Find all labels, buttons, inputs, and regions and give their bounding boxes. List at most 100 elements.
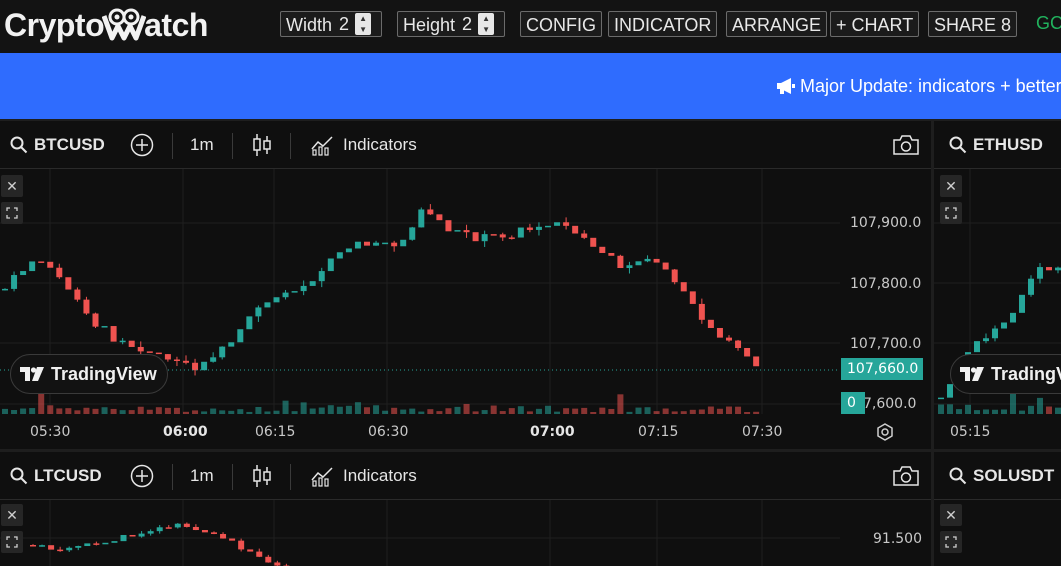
- volume-bar: [228, 410, 235, 414]
- indicators-button[interactable]: Indicators: [310, 452, 417, 500]
- fullscreen-button[interactable]: [1, 531, 23, 553]
- chart-area[interactable]: ✕: [934, 500, 1061, 566]
- search-icon: [10, 136, 28, 154]
- candle-body: [698, 303, 705, 320]
- volume-bar: [1046, 406, 1052, 414]
- logo: Crypto atch: [4, 4, 208, 46]
- close-panel-button[interactable]: ✕: [940, 504, 962, 526]
- volume-bar: [345, 405, 352, 414]
- candle-body: [345, 248, 352, 253]
- tradingview-watermark[interactable]: TradingView: [10, 354, 168, 394]
- volume-bar: [146, 409, 153, 414]
- share-button[interactable]: SHARE 8: [928, 11, 1018, 37]
- settings-hexagon-icon: [877, 423, 893, 441]
- tradingview-watermark[interactable]: TradingV: [950, 354, 1061, 394]
- candlestick-chart[interactable]: [0, 500, 931, 566]
- candle-body: [156, 527, 163, 532]
- candle-body: [39, 545, 46, 547]
- indicators-label: Indicators: [343, 135, 417, 154]
- expand-icon: [6, 207, 18, 219]
- toolbar-divider: [172, 133, 173, 159]
- candle-body: [563, 222, 570, 226]
- chart-type-button[interactable]: [252, 452, 272, 500]
- candle-body: [273, 297, 280, 303]
- volume-bar: [490, 405, 497, 414]
- candle-body: [111, 541, 118, 543]
- fullscreen-button[interactable]: [940, 531, 962, 553]
- candle-body: [219, 346, 226, 358]
- chart-area[interactable]: ✕ 91.500: [0, 500, 931, 566]
- volume-bar: [965, 404, 971, 414]
- candle-body: [635, 261, 642, 266]
- spinner-arrows-icon[interactable]: ▲ ▼: [478, 13, 495, 35]
- time-axis-label: 07:00: [530, 424, 575, 440]
- announcement-message[interactable]: Major Update: indicators + better: [776, 76, 1061, 97]
- candle-body: [192, 526, 199, 531]
- candle-body: [274, 562, 281, 566]
- volume-bar: [689, 409, 696, 414]
- volume-bar: [291, 411, 298, 414]
- add-chart-button[interactable]: + CHART: [830, 11, 920, 37]
- candle-body: [138, 533, 145, 537]
- candlestick-icon: [253, 134, 271, 156]
- width-spinner[interactable]: 2 ▲ ▼: [337, 13, 372, 35]
- screenshot-button[interactable]: [892, 121, 920, 169]
- candle-body: [947, 384, 953, 398]
- tradingview-logo-icon: [20, 367, 44, 381]
- screenshot-button[interactable]: [892, 452, 920, 500]
- symbol-search[interactable]: LTCUSD: [10, 452, 102, 500]
- volume-bar: [74, 410, 81, 414]
- candle-body: [84, 543, 91, 547]
- chart-area[interactable]: ✕ TradingV 05:15: [934, 169, 1061, 449]
- volume-bar: [617, 394, 624, 414]
- indicators-button[interactable]: Indicators: [310, 121, 417, 169]
- candle-body: [164, 354, 171, 360]
- interval-button[interactable]: 1m: [190, 466, 214, 485]
- volume-bar: [391, 407, 398, 414]
- candle-body: [445, 220, 452, 232]
- candle-body: [120, 534, 127, 542]
- interval-button[interactable]: 1m: [190, 135, 214, 154]
- current-price-badge: 107,660.0: [841, 358, 923, 380]
- volume-bar: [956, 409, 962, 414]
- volume-bar: [526, 411, 533, 414]
- symbol-search[interactable]: ETHUSD: [949, 121, 1043, 169]
- volume-bar: [192, 410, 199, 414]
- price-axis-label: 107,900.0: [850, 215, 922, 231]
- symbol-label: SOLUSDT: [973, 466, 1055, 485]
- toolbar-divider: [232, 464, 233, 490]
- indicator-button[interactable]: INDICATOR: [608, 11, 718, 37]
- candle-body: [291, 291, 298, 293]
- symbol-search[interactable]: BTCUSD: [10, 121, 105, 169]
- symbol-label: ETHUSD: [973, 135, 1043, 154]
- candlestick-chart[interactable]: [0, 169, 931, 449]
- volume-bar: [671, 411, 678, 414]
- config-button[interactable]: CONFIG: [520, 11, 602, 37]
- chart-settings-button[interactable]: [875, 422, 895, 442]
- height-spinner[interactable]: 2 ▲ ▼: [460, 13, 495, 35]
- volume-bar: [300, 402, 307, 414]
- candle-body: [256, 551, 263, 557]
- volume-bar: [92, 408, 99, 414]
- candle-body: [418, 209, 425, 228]
- chart-type-button[interactable]: [252, 121, 272, 169]
- arrange-button[interactable]: ARRANGE: [726, 11, 828, 37]
- volume-bar: [327, 405, 334, 414]
- compare-button[interactable]: [130, 121, 154, 169]
- candle-body: [545, 225, 551, 228]
- compare-button[interactable]: [130, 452, 154, 500]
- fullscreen-button[interactable]: [1, 202, 23, 224]
- candle-body: [309, 281, 316, 286]
- close-panel-button[interactable]: ✕: [1, 504, 23, 526]
- close-panel-button[interactable]: ✕: [1, 175, 23, 197]
- volume-bar: [535, 408, 542, 414]
- volume-bar: [38, 392, 45, 414]
- volume-bar: [119, 410, 126, 414]
- close-panel-button[interactable]: ✕: [940, 175, 962, 197]
- fullscreen-button[interactable]: [940, 202, 962, 224]
- spinner-arrows-icon[interactable]: ▲ ▼: [355, 13, 372, 35]
- chart-toolbar: LTCUSD 1m Indicators: [0, 452, 931, 500]
- symbol-search[interactable]: SOLUSDT: [949, 452, 1054, 500]
- volume-bar: [400, 409, 407, 414]
- chart-area[interactable]: ✕ 107,900.0 107,800.0 107,700.0 7,600.0 …: [0, 169, 931, 449]
